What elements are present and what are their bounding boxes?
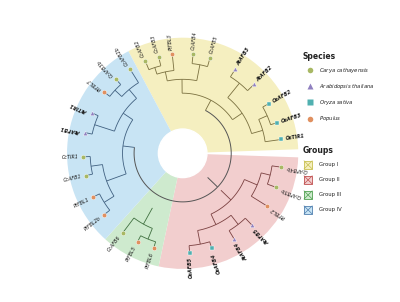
Text: OsTIR1: OsTIR1 (285, 134, 305, 141)
Text: PtFBL2b: PtFBL2b (83, 215, 102, 232)
Wedge shape (159, 154, 298, 269)
Text: CcAFB5: CcAFB5 (209, 35, 219, 54)
Text: AtAFB4: AtAFB4 (234, 241, 249, 261)
Text: AtTIR1: AtTIR1 (70, 101, 89, 113)
Wedge shape (105, 171, 178, 266)
Text: CcAFB3: CcAFB3 (150, 34, 160, 53)
Wedge shape (67, 51, 172, 239)
Text: PtFBL3: PtFBL3 (168, 33, 174, 50)
Text: CcTIR1: CcTIR1 (62, 154, 79, 160)
Text: OsAFB5: OsAFB5 (188, 257, 194, 278)
Text: $\it{Carya\ cathayensis}$: $\it{Carya\ cathayensis}$ (319, 66, 369, 75)
Text: PtFBL1: PtFBL1 (73, 197, 90, 209)
Text: PtFBL6: PtFBL6 (145, 252, 155, 270)
Circle shape (158, 129, 207, 178)
Text: Groups: Groups (303, 146, 334, 155)
Text: PtFBL5: PtFBL5 (126, 245, 138, 262)
Text: CcAFB1: CcAFB1 (62, 174, 82, 183)
Text: AtAFB1: AtAFB1 (61, 125, 81, 134)
Text: CcAFB4: CcAFB4 (191, 31, 198, 50)
Text: CcAFB3b: CcAFB3b (97, 58, 115, 78)
Text: PtFBL2: PtFBL2 (270, 206, 286, 220)
Text: $\it{Populus}$: $\it{Populus}$ (319, 114, 342, 123)
Text: CcAFB2: CcAFB2 (134, 39, 146, 58)
Wedge shape (128, 38, 298, 153)
Text: OsAFB3: OsAFB3 (281, 112, 303, 124)
Text: Species: Species (303, 52, 336, 61)
Text: CcAFB6: CcAFB6 (107, 235, 122, 253)
Bar (304, 191, 312, 199)
Text: $\it{Arabidopsis\ thaliana}$: $\it{Arabidopsis\ thaliana}$ (319, 82, 374, 91)
Text: AtAFB2: AtAFB2 (256, 65, 274, 83)
Text: $\it{Oryza\ sativa}$: $\it{Oryza\ sativa}$ (319, 98, 354, 107)
Text: CcAFB4b: CcAFB4b (285, 165, 308, 173)
Text: Group II: Group II (319, 177, 340, 182)
Text: AtAFB5: AtAFB5 (253, 226, 271, 244)
Text: CcAFB5b: CcAFB5b (280, 187, 302, 199)
Bar (304, 161, 312, 169)
Text: AtAFB3: AtAFB3 (236, 47, 250, 66)
Text: PtFBL7: PtFBL7 (86, 77, 102, 91)
Text: OsAFB2: OsAFB2 (272, 88, 292, 104)
Text: CcAFB2b: CcAFB2b (114, 45, 130, 66)
Text: Group I: Group I (319, 162, 338, 167)
Bar (304, 176, 312, 184)
Bar (304, 206, 312, 214)
Text: OsAFB4: OsAFB4 (211, 252, 222, 274)
Text: Group III: Group III (319, 192, 341, 198)
Text: Group IV: Group IV (319, 207, 342, 213)
